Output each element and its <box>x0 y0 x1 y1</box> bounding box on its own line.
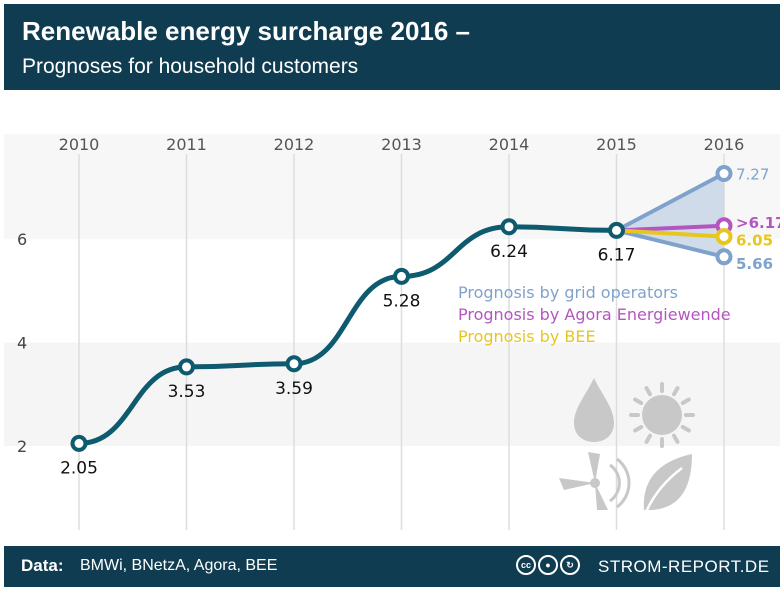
data-label: 3.53 <box>168 382 206 402</box>
data-label: 3.59 <box>275 379 313 399</box>
prognosis-label: >6.17 <box>736 214 780 232</box>
source-label: Data: <box>21 556 64 576</box>
prognosis-point-grid-low <box>718 250 731 263</box>
y-tick-label: 2 <box>17 437 27 456</box>
chart-area: 2010 2011 2012 2013 2014 2015 2016 2 4 6 2.05 3.53 3… <box>4 90 780 546</box>
attribution-icon: ● <box>538 555 558 575</box>
prognosis-point-grid-high <box>718 167 731 180</box>
y-tick-label: 6 <box>17 230 27 249</box>
footer: Data: BMWi, BNetzA, Agora, BEE cc ● ↻ ST… <box>4 546 780 587</box>
infographic: Renewable energy surcharge 2016 – Progno… <box>0 0 784 591</box>
brand-name: STROM-REPORT.DE <box>598 557 770 577</box>
legend-entry: Prognosis by BEE <box>458 327 596 346</box>
prognosis-label: 6.05 <box>736 232 773 250</box>
band-top <box>4 90 780 134</box>
y-tick-label: 4 <box>17 334 27 353</box>
legend-entry: Prognosis by Agora Energiewende <box>458 305 731 324</box>
cc-icon: cc <box>516 555 536 575</box>
data-point <box>73 437 86 450</box>
share-alike-icon: ↻ <box>560 555 580 575</box>
sun-icon <box>642 395 682 435</box>
chart-title: Renewable energy surcharge 2016 – <box>22 16 470 47</box>
prognosis-label: 7.27 <box>736 166 769 184</box>
prognosis-point-bee <box>718 230 731 243</box>
x-tick-label: 2013 <box>381 135 422 154</box>
x-tick-label: 2014 <box>489 135 530 154</box>
data-point <box>503 220 516 233</box>
data-label: 6.24 <box>490 242 528 262</box>
legend-entry: Prognosis by grid operators <box>458 283 678 302</box>
data-label: 2.05 <box>60 458 98 478</box>
header: Renewable energy surcharge 2016 – Progno… <box>4 4 780 90</box>
license-badges: cc ● ↻ <box>516 555 580 575</box>
data-label: 5.28 <box>383 291 421 311</box>
x-tick-label: 2016 <box>704 135 745 154</box>
data-point <box>180 360 193 373</box>
x-tick-label: 2010 <box>59 135 100 154</box>
x-tick-label: 2011 <box>166 135 207 154</box>
data-label: 6.17 <box>598 245 636 265</box>
data-point <box>395 270 408 283</box>
data-point <box>288 357 301 370</box>
chart-subtitle: Prognoses for household customers <box>22 55 358 79</box>
x-tick-label: 2012 <box>274 135 315 154</box>
x-tick-label: 2015 <box>596 135 637 154</box>
source-value: BMWi, BNetzA, Agora, BEE <box>80 557 277 575</box>
data-point <box>610 224 623 237</box>
prognosis-label: 5.66 <box>736 255 773 273</box>
